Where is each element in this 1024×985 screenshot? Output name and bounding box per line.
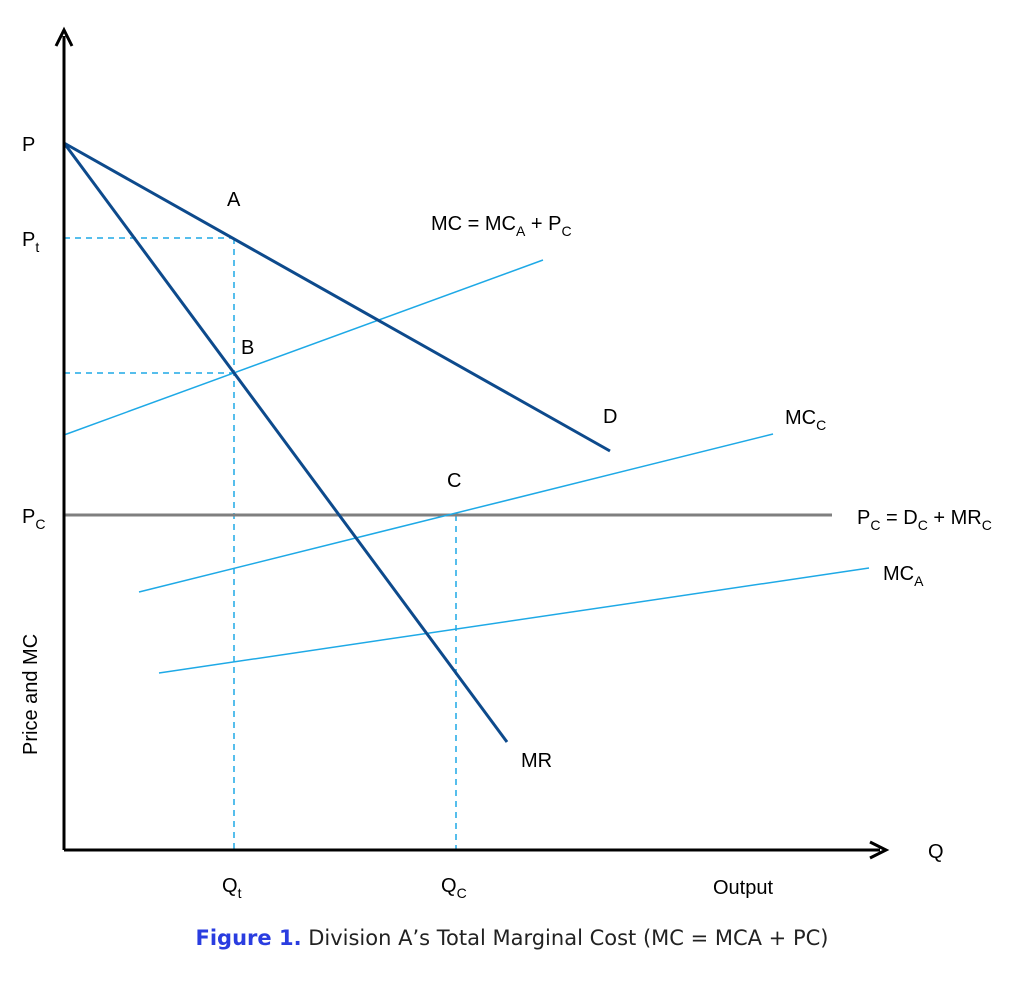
point-a-label: A — [227, 189, 241, 211]
point-c-label: C — [447, 470, 461, 492]
mr-label: MR — [521, 750, 552, 772]
demand-label: D — [603, 406, 617, 428]
mca-label: MCA — [883, 563, 924, 589]
mca-line — [158, 567, 870, 674]
mc-total-line — [63, 259, 544, 436]
demand-line — [63, 141, 611, 453]
figure-caption-text: Division A’s Total Marginal Cost (MC = M… — [301, 926, 829, 950]
y-axis-title: Price and MC — [20, 634, 42, 755]
mcc-label: MCC — [785, 407, 826, 433]
qc-label: QC — [441, 875, 467, 901]
p-label: P — [22, 134, 35, 156]
q-label: Q — [928, 841, 944, 863]
point-b-label: B — [241, 337, 254, 359]
mr-line — [62, 142, 509, 743]
mcc-line — [138, 433, 774, 593]
pt-label: Pt — [22, 229, 39, 255]
qt-label: Qt — [222, 875, 242, 901]
mc-total-label: MC = MCA + PC — [431, 213, 572, 239]
y-axis-arrow — [54, 26, 74, 47]
x-axis-arrow — [869, 840, 890, 860]
pc-equation-label: PC = DC + MRC — [857, 507, 992, 533]
pc-axis-label: PC — [22, 506, 45, 532]
x-axis-title: Output — [713, 877, 773, 899]
figure-number: Figure 1. — [195, 926, 302, 950]
figure-caption: Figure 1. Division A’s Total Marginal Co… — [0, 926, 1024, 950]
